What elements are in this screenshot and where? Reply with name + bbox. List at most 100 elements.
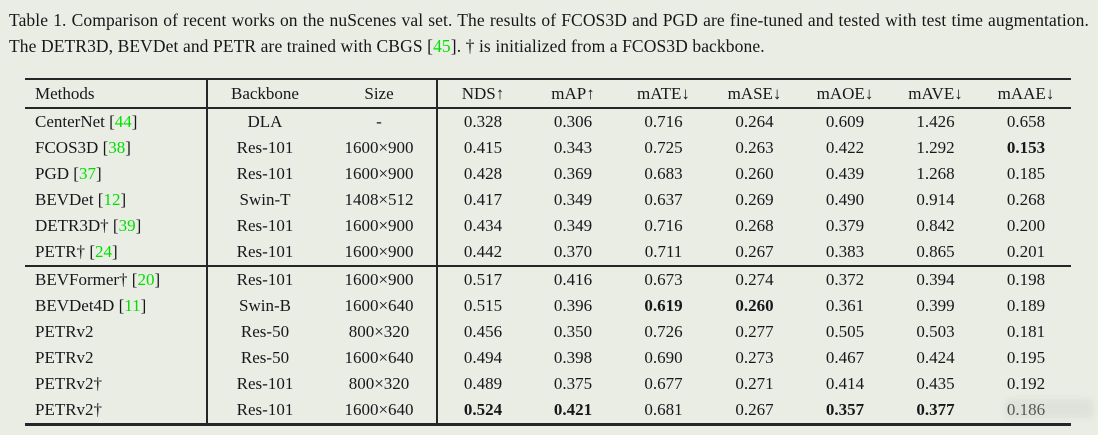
cell-maoe: 0.383 [825,242,865,261]
cell-map: 0.396 [553,296,593,315]
cell-maae: 0.200 [1006,216,1046,235]
cell-nds: 0.417 [463,190,503,209]
citation-ref: 11 [124,296,141,315]
header-row: Methods Backbone Size NDS↑ mAP↑ mATE↓ mASE↓ mAO… [25,79,1071,109]
col-header-nds: NDS↑ [437,79,528,109]
cell-mase: 0.277 [735,322,774,341]
cell-map: 0.343 [553,138,593,157]
cell-maae: 0.198 [981,265,1071,293]
cell-nds: 0.494 [463,348,503,367]
table-row: PETRv2 Res-50 800×320 0.456 0.350 0.726 0.277 0… [25,319,1071,345]
cell-maae: 0.192 [1006,374,1046,393]
table-caption: Table 1. Comparison of recent works on t… [9,7,1089,59]
table-row: PGD [37] Res-101 1600×900 0.428 0.369 0.683 0.… [25,161,1071,187]
cell-size: 1600×900 [322,265,438,293]
cell-nds: 0.515 [463,296,503,315]
method-name: BEVDet [35,190,94,209]
cell-size: 800×320 [322,319,438,345]
table-row: PETRv2† Res-101 1600×640 0.524 0.421 0.681 0.2… [25,397,1071,425]
cell-mate: 0.637 [644,190,683,209]
cell-method: PETRv2† [25,371,208,397]
citation-ref: 24 [94,242,112,261]
cell-mate: 0.677 [644,374,683,393]
method-name: BEVDet4D [35,296,115,315]
cell-backbone: Res-101 [236,216,294,235]
cell-mave: 0.424 [916,348,955,367]
cell-nds: 0.517 [437,265,528,293]
cell-nds: 0.428 [463,164,503,183]
cell-mave: 1.292 [916,138,955,157]
cell-maoe: 0.467 [825,348,865,367]
citation-ref: 39 [118,216,136,235]
citation-ref: 20 [137,270,155,289]
col-header-mave: mAVE↓ [890,79,981,109]
method-name: PETRv2† [35,374,103,393]
cell-backbone: Swin-T [239,190,291,209]
cell-method: PETRv2† [25,397,208,425]
table-row: CenterNet [44] DLA - 0.328 0.306 0.716 0.264 0.… [25,108,1071,135]
cell-mase: 0.274 [709,265,800,293]
table-row: FCOS3D [38] Res-101 1600×900 0.415 0.343 0.72… [25,135,1071,161]
cell-maoe: 0.379 [825,216,865,235]
cell-map: 0.350 [553,322,593,341]
cell-nds: 0.489 [463,374,503,393]
cell-mase: 0.260 [735,296,774,315]
cell-backbone: Res-50 [240,348,290,367]
table-row: BEVFormer† [20] Res-101 1600×900 0.517 0.416… [25,265,1071,293]
cell-map: 0.349 [553,190,593,209]
cell-maoe: 0.422 [825,138,865,157]
cell-maoe: 0.357 [825,400,865,419]
cell-maae: 0.195 [1006,348,1046,367]
col-header-backbone: Backbone [207,79,322,109]
cell-maoe: 0.439 [825,164,865,183]
method-name: CenterNet [35,112,105,131]
cell-maae: 0.153 [1006,138,1046,157]
cell-mase: 0.268 [735,216,774,235]
cell-mave: 0.394 [890,265,981,293]
cell-size: 1600×640 [322,397,438,425]
cell-backbone: Res-101 [236,138,294,157]
cell-method: PETRv2 [25,345,208,371]
table-row: BEVDet [12] Swin-T 1408×512 0.417 0.349 0.637… [25,187,1071,213]
cell-mave: 0.865 [916,242,955,261]
cell-nds: 0.328 [463,112,503,131]
table-row: DETR3D† [39] Res-101 1600×900 0.434 0.349 0.7… [25,213,1071,239]
cell-maae: 0.201 [1006,242,1046,261]
cell-method: FCOS3D [38] [25,135,208,161]
cell-maae: 0.268 [1006,190,1046,209]
cell-maoe: 0.609 [825,112,865,131]
cell-map: 0.369 [553,164,593,183]
cell-maae: 0.186 [1006,400,1046,419]
cell-method: BEVDet [12] [25,187,208,213]
cell-backbone: Swin-B [239,296,291,315]
cell-mase: 0.260 [735,164,774,183]
cell-backbone: Res-101 [236,164,294,183]
citation-ref: 37 [78,164,96,183]
cell-backbone: Res-101 [236,400,294,419]
cell-mate: 0.619 [644,296,683,315]
col-header-maae: mAAE↓ [981,79,1071,109]
method-name: PETRv2 [35,348,94,367]
table-body: CenterNet [44] DLA - 0.328 0.306 0.716 0.264 0.… [25,108,1071,425]
cell-mave: 0.435 [916,374,955,393]
cell-mate: 0.711 [644,242,683,261]
caption-text: Table 1. Comparison of recent works on t… [9,10,1089,56]
cell-backbone: Res-101 [236,374,294,393]
cell-mate: 0.726 [644,322,683,341]
col-header-mase: mASE↓ [709,79,800,109]
cell-size: 1600×900 [322,161,438,187]
cell-mase: 0.267 [735,400,774,419]
table-row: BEVDet4D [11] Swin-B 1600×640 0.515 0.396 0.6… [25,293,1071,319]
citation-ref: 45 [433,36,451,56]
cell-map: 0.421 [553,400,593,419]
cell-mase: 0.264 [735,112,774,131]
cell-mase: 0.269 [735,190,774,209]
cell-mave: 0.503 [916,322,955,341]
cell-nds: 0.442 [463,242,503,261]
cell-mate: 0.725 [644,138,683,157]
cell-size: 1600×900 [322,239,438,266]
method-name: PETRv2 [35,322,94,341]
method-name: DETR3D† [35,216,109,235]
cell-nds: 0.415 [463,138,503,157]
cell-method: BEVFormer† [20] [25,265,208,293]
